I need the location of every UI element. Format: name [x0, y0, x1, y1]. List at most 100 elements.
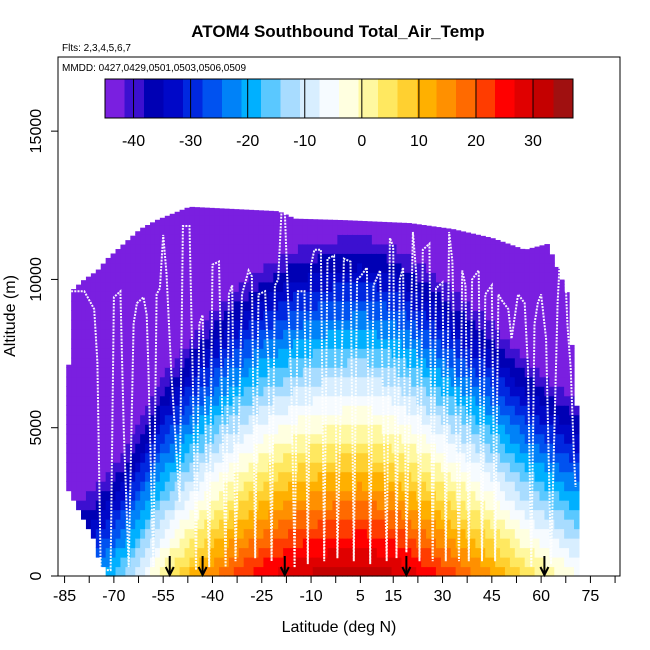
heatmap-cell	[431, 519, 437, 530]
colorbar-swatch	[495, 79, 515, 118]
heatmap-cell	[564, 528, 570, 539]
heatmap-cell	[366, 424, 373, 435]
heatmap-cell	[288, 216, 294, 226]
heatmap-cell	[455, 348, 462, 359]
heatmap-cell	[569, 433, 575, 444]
heatmap-cell	[297, 433, 304, 444]
heatmap-cell	[327, 319, 334, 330]
heatmap-cell	[396, 338, 403, 349]
heatmap-cell	[524, 509, 531, 520]
heatmap-cell	[347, 224, 353, 235]
colorbar-swatch	[358, 79, 379, 118]
heatmap-cell	[332, 528, 338, 539]
heatmap-cell	[431, 376, 437, 387]
heatmap-cell	[455, 243, 462, 254]
heatmap-cell	[357, 319, 363, 330]
heatmap-cell	[371, 272, 378, 283]
heatmap-cell	[455, 291, 462, 302]
heatmap-cell	[219, 481, 225, 492]
heatmap-cell	[559, 433, 565, 444]
heatmap-cell	[564, 500, 570, 511]
heatmap-cell	[450, 528, 457, 539]
heatmap-cell	[184, 310, 191, 321]
heatmap-cell	[135, 566, 141, 577]
heatmap-cell	[519, 248, 526, 254]
heatmap-cell	[81, 433, 87, 444]
heatmap-cell	[416, 395, 422, 406]
heatmap-cell	[475, 566, 481, 577]
x-tick-label: 75	[582, 588, 600, 605]
heatmap-cell	[283, 281, 289, 292]
heatmap-cell	[278, 405, 284, 416]
heatmap-cell	[288, 234, 294, 245]
heatmap-cell	[500, 367, 506, 378]
heatmap-cell	[258, 443, 265, 454]
heatmap-cell	[302, 519, 309, 530]
heatmap-cell	[312, 224, 319, 235]
heatmap-cell	[268, 348, 274, 359]
x-tick-label: 15	[384, 588, 402, 605]
heatmap-cell	[564, 357, 570, 368]
heatmap-cell	[169, 262, 176, 273]
heatmap-cell	[371, 443, 378, 454]
heatmap-cell	[421, 367, 427, 378]
heatmap-cell	[283, 310, 289, 321]
heatmap-cell	[307, 519, 314, 530]
heatmap-cell	[347, 471, 353, 482]
heatmap-cell	[504, 386, 511, 397]
heatmap-cell	[500, 281, 506, 292]
heatmap-cell	[342, 234, 348, 245]
heatmap-cell	[539, 272, 546, 283]
heatmap-cell	[524, 348, 531, 359]
heatmap-cell	[278, 291, 284, 302]
heatmap-cell	[214, 566, 220, 577]
heatmap-cell	[504, 262, 511, 273]
heatmap-cell	[105, 538, 112, 549]
heatmap-cell	[204, 395, 210, 406]
heatmap-cell	[406, 223, 412, 226]
heatmap-cell	[554, 528, 560, 539]
heatmap-cell	[445, 462, 452, 473]
heatmap-cell	[470, 243, 476, 254]
heatmap-cell	[115, 462, 122, 473]
heatmap-cell	[514, 557, 521, 568]
heatmap-cell	[125, 471, 131, 482]
heatmap-cell	[253, 405, 260, 416]
heatmap-cell	[219, 272, 225, 283]
heatmap-cell	[283, 424, 289, 435]
heatmap-cell	[283, 519, 289, 530]
heatmap-cell	[362, 452, 368, 463]
heatmap-cell	[76, 376, 82, 387]
heatmap-cell	[302, 253, 309, 264]
heatmap-cell	[130, 433, 136, 444]
heatmap-cell	[154, 319, 161, 330]
heatmap-cell	[519, 281, 526, 292]
heatmap-cell	[243, 234, 250, 245]
heatmap-cell	[426, 566, 432, 577]
heatmap-cell	[332, 272, 338, 283]
heatmap-cell	[376, 376, 383, 387]
heatmap-cell	[386, 222, 393, 226]
heatmap-cell	[228, 405, 235, 416]
heatmap-cell	[519, 395, 526, 406]
heatmap-cell	[174, 538, 181, 549]
heatmap-cell	[288, 424, 294, 435]
heatmap-cell	[391, 367, 398, 378]
heatmap-cell	[145, 462, 151, 473]
heatmap-cell	[455, 281, 462, 292]
heatmap-cell	[450, 566, 457, 577]
heatmap-cell	[421, 424, 427, 435]
heatmap-cell	[337, 224, 343, 235]
heatmap-cell	[268, 376, 274, 387]
heatmap-cell	[194, 291, 200, 302]
heatmap-cell	[411, 367, 417, 378]
heatmap-cell	[495, 405, 501, 416]
heatmap-cell	[347, 500, 353, 511]
heatmap-cell	[288, 500, 294, 511]
heatmap-cell	[475, 481, 481, 492]
heatmap-cell	[327, 300, 334, 311]
heatmap-cell	[342, 376, 348, 387]
heatmap-cell	[406, 490, 412, 501]
heatmap-cell	[115, 329, 122, 340]
x-tick-label: 5	[356, 588, 365, 605]
